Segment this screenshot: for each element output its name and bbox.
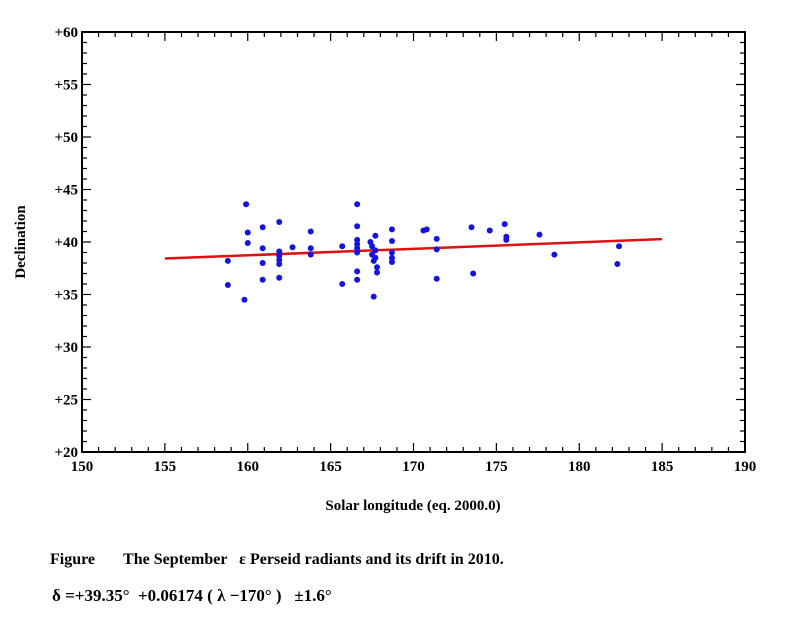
data-point <box>372 232 379 239</box>
y-tick-label: +25 <box>54 393 78 409</box>
data-point <box>307 228 314 235</box>
data-point <box>354 249 361 256</box>
plot-frame <box>81 31 746 453</box>
data-point <box>259 260 266 266</box>
y-tick-label: +35 <box>54 288 78 304</box>
data-point <box>486 227 493 234</box>
data-point <box>276 261 283 268</box>
data-point <box>354 236 361 243</box>
data-point <box>244 229 251 236</box>
data-point <box>468 224 475 231</box>
data-point <box>354 276 361 283</box>
data-point <box>354 268 361 275</box>
data-point <box>374 269 381 276</box>
data-point <box>372 247 379 254</box>
chart: 150 155 160 165 170 175 180 185 190 +20 +25 +30 +35… <box>13 25 757 514</box>
data-point <box>224 282 231 289</box>
data-point <box>276 274 283 281</box>
y-tick-labels: +20 +25 +30 +35 +40 +45 +50 +55 +60 <box>54 25 78 461</box>
data-point <box>259 276 266 283</box>
data-point <box>501 221 508 228</box>
x-tick-label: 165 <box>319 459 342 475</box>
y-tick-label: +45 <box>54 183 78 199</box>
data-point <box>536 231 543 238</box>
data-point <box>354 201 361 208</box>
y-tick-label: +50 <box>54 130 78 146</box>
data-point <box>388 249 395 256</box>
figure-caption: Figure The September ε Perseid radiants a… <box>50 551 504 569</box>
y-tick-label: +20 <box>54 445 78 461</box>
data-point <box>241 296 248 303</box>
y-axis-label: Declination <box>13 205 29 279</box>
data-point <box>433 246 440 253</box>
fit-line <box>164 237 663 260</box>
data-point <box>616 243 623 250</box>
x-tick-label: 175 <box>485 459 508 475</box>
data-point <box>354 245 361 252</box>
data-point <box>276 256 283 263</box>
data-point <box>388 254 395 261</box>
x-tick-label: 150 <box>71 459 94 475</box>
x-tick-label: 170 <box>402 459 425 475</box>
y-tick-label: +55 <box>54 78 78 94</box>
data-point <box>369 243 376 250</box>
data-point <box>551 251 558 258</box>
data-point <box>354 223 361 230</box>
y-tick-label: +60 <box>54 25 78 41</box>
data-point <box>354 241 361 248</box>
data-point <box>259 245 266 252</box>
x-tick-label: 190 <box>734 459 757 475</box>
caption-label: Figure <box>50 551 96 568</box>
data-point <box>374 264 381 271</box>
x-tick-label: 185 <box>651 459 674 475</box>
data-point <box>423 226 430 233</box>
data-point <box>433 235 440 242</box>
x-tick-labels: 150 155 160 165 170 175 180 185 190 <box>71 459 757 475</box>
x-tick-label: 160 <box>237 459 260 475</box>
data-point <box>307 251 314 258</box>
y-tick-label: +40 <box>54 235 78 251</box>
drift-formula: δ =+39.35° +0.06174 ( λ −170° ) ±1.6° <box>52 586 332 605</box>
x-tick-label: 155 <box>154 459 177 475</box>
data-point <box>243 201 250 208</box>
data-point <box>339 281 346 287</box>
data-points <box>224 201 623 303</box>
data-point <box>244 240 251 247</box>
data-point <box>388 258 395 265</box>
data-point <box>276 248 283 255</box>
data-point <box>339 243 346 250</box>
data-point <box>276 252 283 259</box>
data-point <box>470 270 477 277</box>
data-point <box>388 237 395 244</box>
data-point <box>224 257 231 264</box>
data-point <box>372 254 379 261</box>
data-point <box>259 224 266 231</box>
data-point <box>289 244 296 251</box>
data-point <box>614 261 621 268</box>
y-tick-label: +30 <box>54 340 78 356</box>
x-axis-label: Solar longitude (eq. 2000.0) <box>325 498 500 514</box>
data-point <box>433 275 440 282</box>
fit-line-group <box>164 237 663 260</box>
data-point <box>503 236 510 243</box>
data-point <box>307 245 314 252</box>
tick-marks <box>81 31 746 453</box>
data-point <box>370 293 377 300</box>
x-tick-label: 180 <box>568 459 591 475</box>
caption-text: The September ε Perseid radiants and its… <box>123 551 504 568</box>
data-point <box>276 219 283 226</box>
data-point <box>388 226 395 233</box>
